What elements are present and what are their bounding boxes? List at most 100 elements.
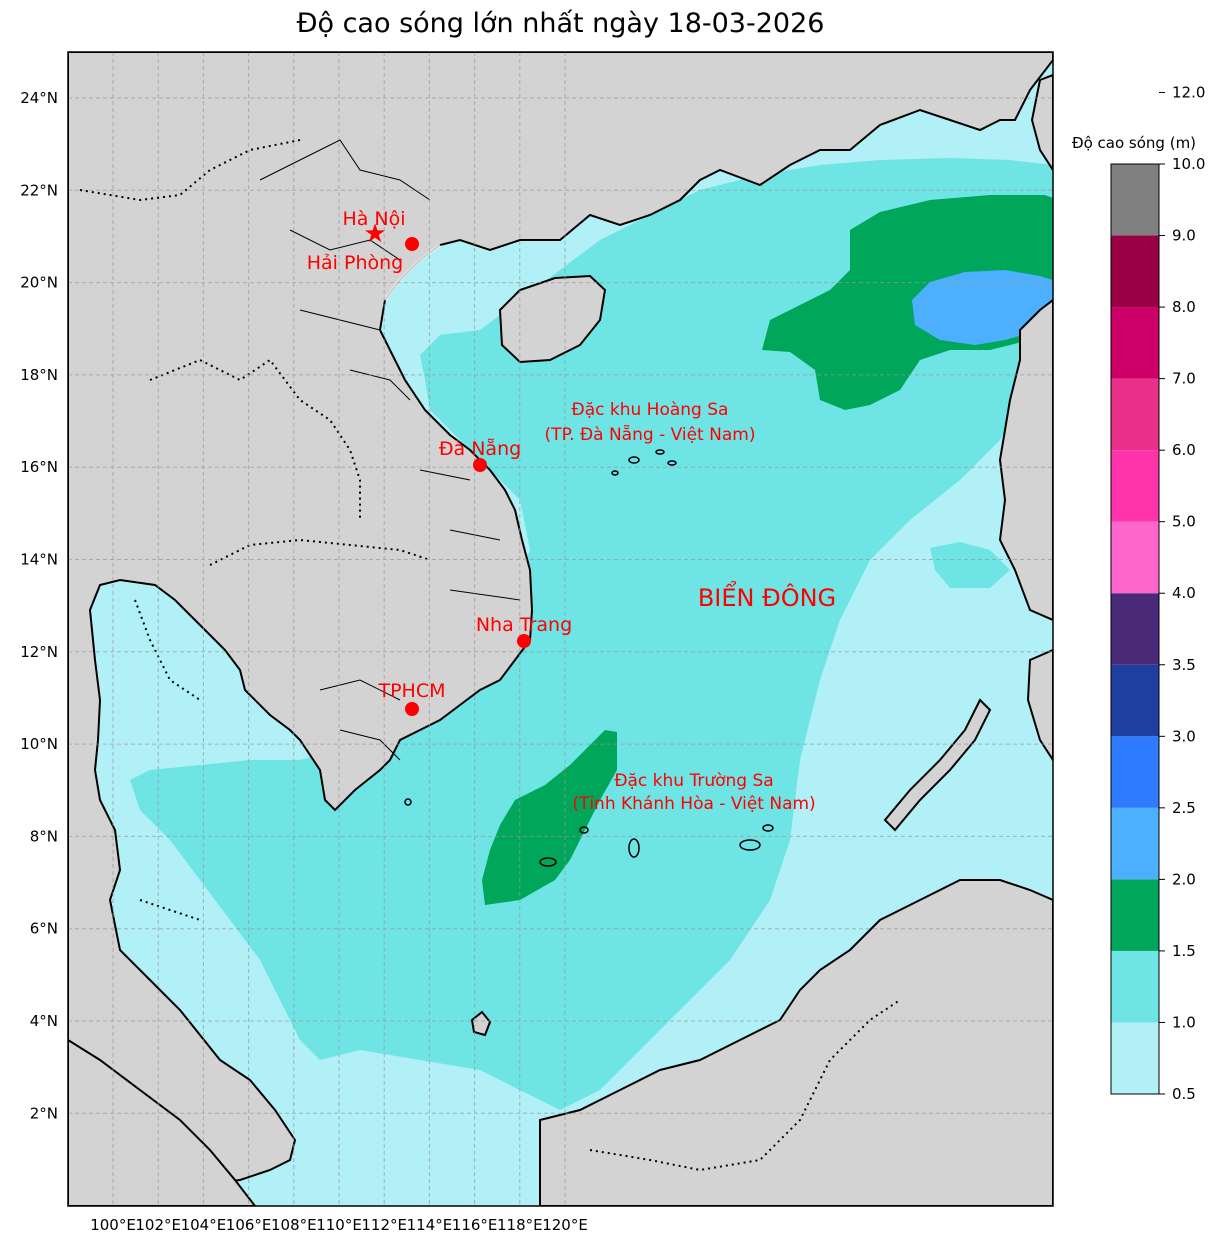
- lon-axis: 100°E 102°E 104°E 106°E 108°E 110°E 112°E 114°E…: [90, 1216, 588, 1234]
- lat-tick-label: 12°N: [20, 643, 58, 661]
- sea-name-label: BIỂN ĐÔNG: [698, 580, 836, 612]
- island-spratly-1: [628, 838, 640, 858]
- wave-zone-2to2.5m: [912, 270, 1053, 345]
- province-line-7: [449, 589, 521, 601]
- colorbar-segment: [1111, 450, 1159, 522]
- colorbar-tick-label: 4.0: [1172, 584, 1196, 602]
- island-conson: [404, 798, 412, 806]
- lat-tick-label: 24°N: [20, 89, 58, 107]
- lat-tick-label: 22°N: [20, 181, 58, 199]
- city-nhatrang-label: Nha Trang: [476, 614, 572, 636]
- colorbar-segment: [1111, 1022, 1159, 1094]
- lat-axis: 24°N 22°N 20°N 18°N 16°N 14°N 12°N 10°N 8°N 6°N 4°…: [20, 89, 58, 1122]
- lon-tick-label: 112°E: [361, 1216, 407, 1234]
- island-paracel-1: [628, 456, 640, 464]
- colorbar-tick-label: 3.5: [1172, 656, 1196, 674]
- city-haiphong-label: Hải Phòng: [307, 252, 403, 274]
- colorbar-tick-label: 10.0: [1172, 155, 1205, 173]
- colorbar-title: Độ cao sóng (m): [1072, 134, 1196, 152]
- wave-zone-1to1.5m-east: [930, 542, 1010, 588]
- map-frame: [67, 51, 1054, 1207]
- province-line-5: [419, 469, 471, 481]
- city-markers: ★ Hà Nội Hải Phòng Đà Nẵng Nha Trang TPH…: [307, 208, 572, 716]
- island-paracel-2: [655, 449, 665, 455]
- colorbar-tick-label: 0.5: [1172, 1085, 1196, 1103]
- country-borders: [79, 139, 901, 1172]
- island-spratly-2: [579, 826, 589, 834]
- border-cambodia: [209, 538, 431, 566]
- lat-tick-label: 14°N: [20, 551, 58, 569]
- colorbar-segment: [1111, 378, 1159, 451]
- city-tphcm-dot: [405, 702, 419, 716]
- province-line-1: [259, 139, 431, 201]
- colorbar: 0.5 1.0 1.5 2.0 2.5 3.0 3.5 4.0 5.0 6.0 7.0 8.0 9.0 1…: [1111, 83, 1205, 1103]
- colorbar-segment: [1111, 950, 1159, 1023]
- colorbar-tick-label: 1.5: [1172, 942, 1196, 960]
- city-danang-label: Đà Nẵng: [439, 437, 521, 460]
- lat-tick-label: 6°N: [30, 920, 58, 938]
- colorbar-tick-label: 8.0: [1172, 298, 1196, 316]
- colorbar-frame: [1110, 163, 1160, 1095]
- truong-sa-label-1: Đặc khu Trường Sa: [614, 771, 773, 791]
- lon-tick-label: 100°E: [90, 1216, 136, 1234]
- colorbar-tick-label: 1.0: [1172, 1013, 1196, 1031]
- island-paracel-3: [667, 460, 677, 466]
- island-spratly-4: [762, 824, 774, 832]
- lat-tick-label: 16°N: [20, 458, 58, 476]
- island-spratly-3: [739, 839, 761, 851]
- city-tphcm-label: TPHCM: [377, 680, 445, 702]
- map-title: Độ cao sóng lớn nhất ngày 18-03-2026: [296, 8, 825, 39]
- truong-sa-label-2: (Tỉnh Khánh Hòa - Việt Nam): [572, 794, 815, 814]
- gridlines: [68, 52, 1053, 1206]
- colorbar-tick-label: 3.0: [1172, 727, 1196, 745]
- colorbar-segment: [1111, 736, 1159, 808]
- city-hanoi-label: Hà Nội: [342, 208, 405, 230]
- province-line-9: [339, 729, 401, 761]
- colorbar-tick-label: 7.0: [1172, 370, 1196, 388]
- city-danang-dot: [473, 458, 487, 472]
- colorbar-tick-label: 12.0: [1172, 83, 1205, 101]
- wave-zone-1.5to2m-north: [762, 195, 1053, 410]
- province-line-4: [349, 369, 411, 401]
- colorbar-tick-label: 2.5: [1172, 799, 1196, 817]
- map-area: [68, 52, 1053, 1206]
- city-hanoi-star-icon: ★: [363, 219, 386, 249]
- lon-tick-label: 118°E: [497, 1216, 543, 1234]
- lat-tick-label: 2°N: [30, 1104, 58, 1122]
- lat-tick-label: 20°N: [20, 274, 58, 292]
- lon-tick-label: 102°E: [135, 1216, 181, 1234]
- colorbar-segment: [1111, 593, 1159, 665]
- lon-tick-label: 114°E: [407, 1216, 453, 1234]
- lat-tick-label: 8°N: [30, 827, 58, 845]
- lon-tick-label: 120°E: [542, 1216, 588, 1234]
- hoang-sa-label-1: Đặc khu Hoàng Sa: [572, 400, 729, 420]
- border-china: [79, 139, 301, 202]
- city-haiphong-dot: [405, 237, 419, 251]
- colorbar-segment: [1111, 235, 1159, 308]
- lon-tick-label: 110°E: [316, 1216, 362, 1234]
- province-line-2: [289, 229, 401, 261]
- island-paracel-4: [611, 470, 619, 476]
- colorbar-tick-label: 9.0: [1172, 227, 1196, 245]
- colorbar-segment: [1111, 664, 1159, 737]
- land-borneo: [539, 879, 1053, 1206]
- wave-zone-1.5to2m-south: [482, 730, 617, 905]
- border-malaysia: [139, 899, 201, 921]
- hoang-sa-label-2: (TP. Đà Nẵng - Việt Nam): [545, 424, 756, 445]
- coast-halo: [383, 243, 441, 301]
- lon-tick-label: 106°E: [226, 1216, 272, 1234]
- land-hainan: [498, 274, 607, 364]
- land-taiwan: [1030, 73, 1053, 172]
- land-luzon: [998, 298, 1053, 622]
- land-palawan: [883, 698, 992, 832]
- colorbar-segment: [1111, 807, 1159, 880]
- land-natuna: [470, 1010, 492, 1037]
- lon-tick-label: 116°E: [452, 1216, 498, 1234]
- city-nhatrang-dot: [517, 634, 531, 648]
- colorbar-segment: [1111, 164, 1159, 236]
- colorbar-tick-label: 6.0: [1172, 441, 1196, 459]
- lat-tick-label: 18°N: [20, 366, 58, 384]
- colorbar-segment: [1111, 307, 1159, 379]
- border-borneo: [589, 999, 901, 1172]
